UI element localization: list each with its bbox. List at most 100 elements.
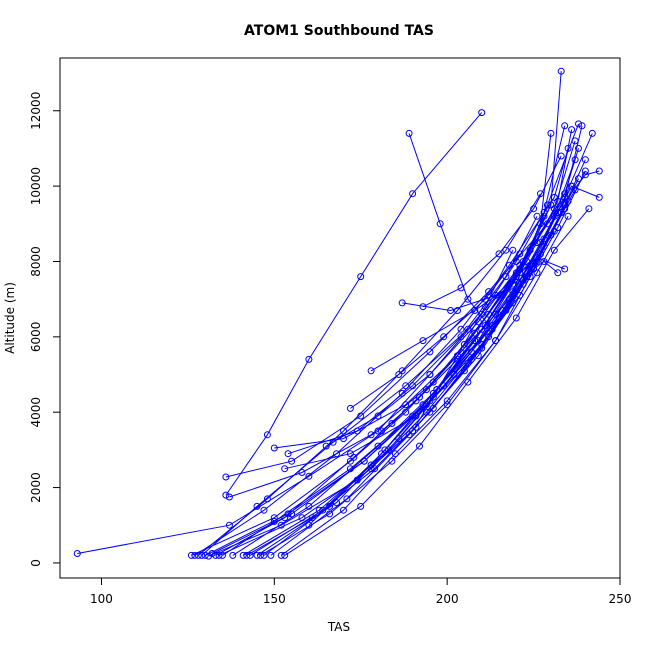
- data-point: [322, 442, 330, 450]
- data-point: [502, 246, 510, 254]
- data-point: [360, 457, 368, 465]
- series-11: [219, 129, 555, 559]
- series-9: [212, 137, 579, 559]
- series-line: [402, 257, 565, 312]
- data-point: [416, 442, 423, 450]
- data-point: [554, 269, 562, 277]
- series-line: [422, 155, 562, 308]
- data-point: [225, 521, 233, 529]
- data-point: [471, 337, 479, 345]
- data-point: [481, 303, 489, 311]
- data-point: [564, 212, 572, 220]
- data-point: [547, 129, 555, 137]
- data-point: [561, 205, 569, 213]
- data-point: [533, 269, 541, 277]
- data-point: [281, 551, 289, 559]
- data-point: [533, 239, 541, 247]
- data-point: [409, 427, 417, 435]
- data-point: [381, 446, 389, 454]
- data-point: [298, 514, 306, 522]
- data-point: [308, 514, 316, 522]
- y-tick-label: 2000: [29, 472, 43, 503]
- series-26: [243, 156, 579, 559]
- series-line: [225, 112, 483, 496]
- data-point: [426, 371, 434, 378]
- y-tick-label: 4000: [29, 397, 43, 428]
- data-point: [561, 265, 569, 273]
- data-point: [284, 450, 292, 458]
- data-point: [554, 197, 562, 205]
- series-line: [391, 242, 538, 424]
- data-point: [512, 314, 520, 322]
- data-point: [201, 551, 209, 559]
- data-point: [367, 461, 375, 469]
- chart-title: ATOM1 Southbound TAS: [244, 23, 434, 39]
- series-line: [215, 140, 576, 556]
- y-tick-label: 10000: [29, 167, 43, 205]
- data-point: [270, 444, 278, 452]
- plot-area: [73, 67, 603, 560]
- series-19: [260, 120, 582, 559]
- y-tick-label: 12000: [29, 92, 43, 130]
- data-point: [194, 551, 202, 559]
- series-36: [322, 261, 524, 450]
- series-38: [429, 197, 572, 412]
- series-line: [232, 129, 573, 556]
- series-28: [222, 109, 486, 499]
- data-point: [575, 144, 582, 152]
- data-point: [263, 431, 271, 439]
- series-29: [398, 254, 569, 314]
- data-point: [568, 126, 576, 134]
- data-point: [457, 325, 465, 333]
- data-point: [492, 337, 500, 345]
- data-point: [481, 295, 489, 303]
- data-point: [454, 307, 461, 314]
- series-line: [211, 208, 566, 554]
- data-point: [257, 551, 264, 559]
- data-point: [540, 235, 548, 243]
- data-point: [340, 427, 347, 435]
- series-2: [187, 129, 596, 559]
- data-point: [277, 521, 285, 529]
- y-axis-label: Altitude (m): [3, 282, 17, 354]
- data-point: [540, 258, 548, 265]
- data-point: [222, 473, 230, 481]
- series-line: [201, 71, 562, 556]
- series-4: [191, 144, 572, 559]
- data-point: [288, 510, 296, 518]
- data-point: [225, 493, 233, 501]
- data-point: [378, 427, 385, 435]
- data-point: [571, 156, 579, 164]
- data-point: [395, 371, 403, 378]
- data-point: [440, 333, 448, 341]
- x-axis: 100 150 200 250: [90, 577, 631, 606]
- data-point: [550, 246, 558, 254]
- series-line: [197, 193, 541, 556]
- data-point: [253, 551, 261, 559]
- series-35: [305, 212, 548, 529]
- data-point: [530, 205, 538, 213]
- data-point: [474, 318, 482, 326]
- series-line: [432, 200, 569, 409]
- series-line: [325, 264, 521, 447]
- data-point: [492, 310, 500, 318]
- data-point: [340, 506, 347, 514]
- data-point: [554, 209, 562, 216]
- data-point: [488, 325, 496, 333]
- data-point: [357, 502, 365, 510]
- data-point: [595, 167, 603, 175]
- data-point: [391, 450, 399, 458]
- data-point: [509, 246, 517, 254]
- data-point: [436, 220, 444, 228]
- data-point: [388, 457, 396, 465]
- data-point: [267, 551, 275, 559]
- data-point: [73, 550, 81, 557]
- data-point: [405, 431, 413, 439]
- data-point: [277, 551, 285, 559]
- data-point: [557, 67, 565, 75]
- series-30: [367, 258, 562, 375]
- data-point: [575, 120, 582, 128]
- series-line: [284, 208, 590, 556]
- series-line: [191, 133, 593, 556]
